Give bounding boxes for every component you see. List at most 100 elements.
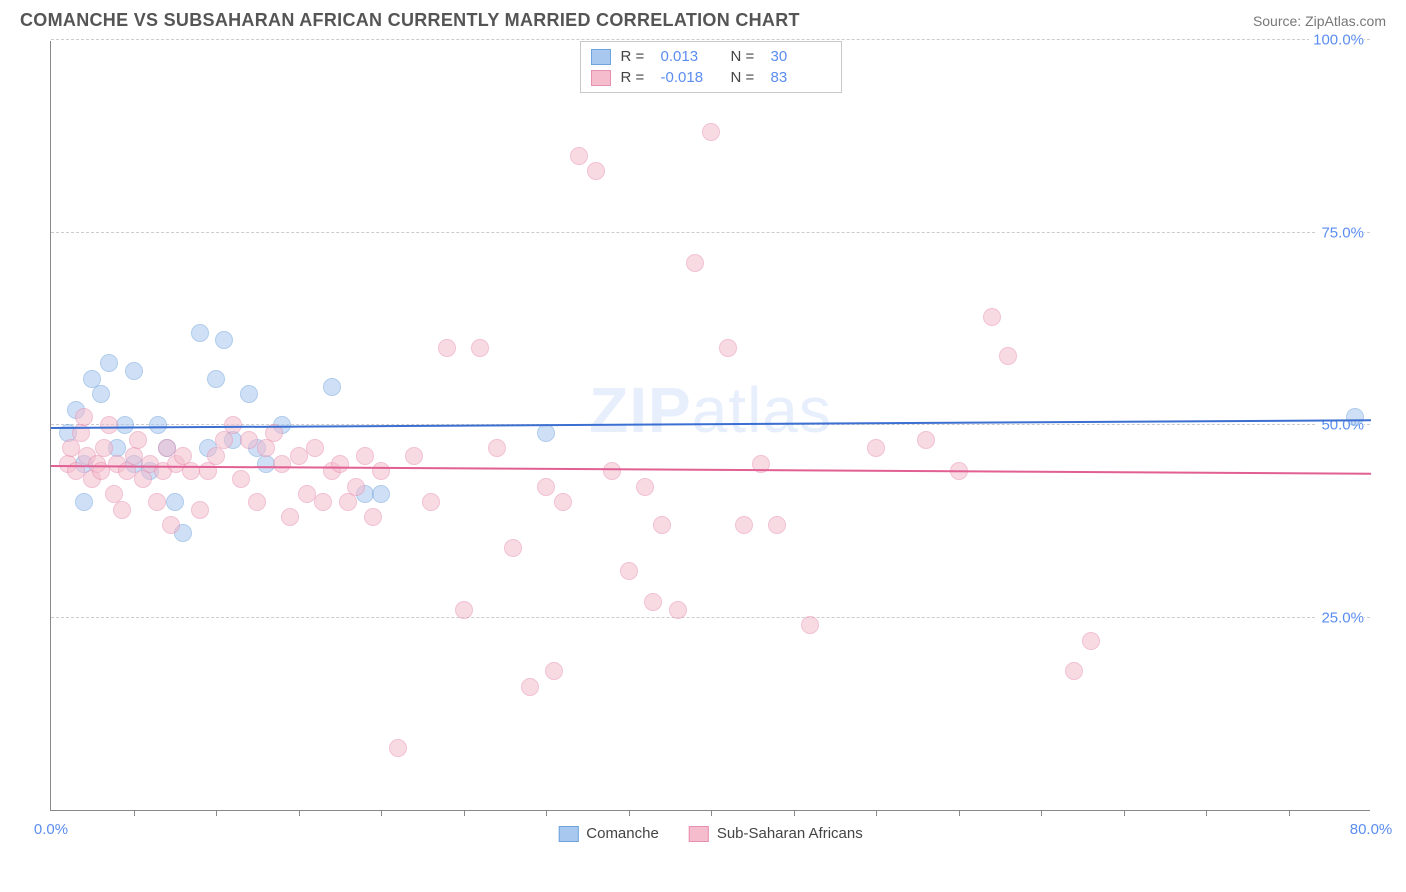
data-point [257,439,275,457]
data-point [339,493,357,511]
data-point [537,424,555,442]
data-point [129,431,147,449]
x-tick [711,810,712,816]
data-point [191,324,209,342]
data-point [273,455,291,473]
x-tick [1289,810,1290,816]
data-point [620,562,638,580]
data-point [999,347,1017,365]
x-tick [959,810,960,816]
data-point [389,739,407,757]
legend-stats-row: R =0.013N =30 [591,46,831,67]
watermark-bold: ZIP [589,374,692,446]
chart-source: Source: ZipAtlas.com [1253,13,1386,29]
x-tick [1124,810,1125,816]
data-point [191,501,209,519]
watermark-light: atlas [692,374,832,446]
data-point [134,470,152,488]
data-point [422,493,440,511]
legend-series-name: Sub-Saharan Africans [717,825,863,842]
data-point [504,539,522,557]
data-point [290,447,308,465]
legend-n-label: N = [731,48,761,65]
data-point [314,493,332,511]
data-point [686,254,704,272]
legend-r-value: -0.018 [661,69,721,86]
data-point [215,431,233,449]
legend-r-label: R = [621,48,651,65]
data-point [603,462,621,480]
legend-series-item: Comanche [558,825,659,842]
data-point [113,501,131,519]
data-point [867,439,885,457]
legend-r-value: 0.013 [661,48,721,65]
data-point [100,416,118,434]
data-point [148,493,166,511]
legend-swatch [558,826,578,842]
legend-series-item: Sub-Saharan Africans [689,825,863,842]
data-point [125,362,143,380]
data-point [1346,408,1364,426]
data-point [323,378,341,396]
x-tick [546,810,547,816]
data-point [405,447,423,465]
data-point [801,616,819,634]
data-point [636,478,654,496]
data-point [240,431,258,449]
data-point [92,385,110,403]
legend-stats: R =0.013N =30R =-0.018N =83 [580,41,842,93]
data-point [306,439,324,457]
data-point [372,462,390,480]
data-point [768,516,786,534]
legend-stats-row: R =-0.018N =83 [591,67,831,88]
data-point [331,455,349,473]
data-point [488,439,506,457]
data-point [248,493,266,511]
trend-line [51,465,1371,475]
data-point [653,516,671,534]
data-point [545,662,563,680]
data-point [75,408,93,426]
legend-series: Comanche Sub-Saharan Africans [558,825,862,842]
data-point [149,416,167,434]
data-point [644,593,662,611]
data-point [298,485,316,503]
data-point [570,147,588,165]
data-point [587,162,605,180]
data-point [1065,662,1083,680]
gridline [51,39,1370,40]
data-point [95,439,113,457]
data-point [125,447,143,465]
legend-n-label: N = [731,69,761,86]
data-point [554,493,572,511]
gridline [51,232,1370,233]
x-tick [794,810,795,816]
data-point [719,339,737,357]
watermark: ZIPatlas [589,373,832,447]
data-point [62,439,80,457]
data-point [257,455,275,473]
data-point [521,678,539,696]
data-point [372,485,390,503]
data-point [240,385,258,403]
data-point [281,508,299,526]
chart-area: Currently Married ZIPatlas R =0.013N =30… [50,41,1386,811]
x-tick [876,810,877,816]
y-tick-label: 75.0% [1317,224,1364,241]
data-point [364,508,382,526]
gridline [51,617,1370,618]
x-tick [629,810,630,816]
legend-swatch [591,49,611,65]
data-point [232,470,250,488]
chart-title: COMANCHE VS SUBSAHARAN AFRICAN CURRENTLY… [20,10,800,31]
x-tick [134,810,135,816]
y-tick-label: 100.0% [1309,32,1364,49]
legend-swatch [689,826,709,842]
data-point [207,447,225,465]
x-tick [381,810,382,816]
x-tick [216,810,217,816]
x-tick-label: 0.0% [34,821,68,838]
legend-series-name: Comanche [586,825,659,842]
x-tick [1041,810,1042,816]
data-point [537,478,555,496]
